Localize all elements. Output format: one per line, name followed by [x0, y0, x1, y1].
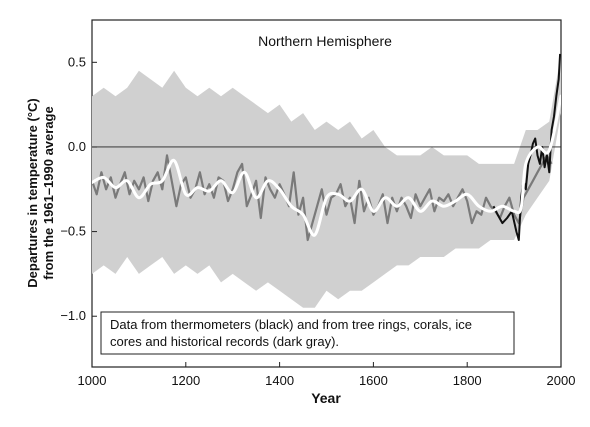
- annotation-line-1: Data from thermometers (black) and from …: [110, 317, 472, 332]
- x-axis-title: Year: [311, 390, 341, 406]
- annotation-line-2: cores and historical records (dark gray)…: [110, 334, 339, 349]
- x-tick-label: 1000: [78, 373, 107, 388]
- chart-title: Northern Hemisphere: [258, 33, 392, 49]
- smoothed-trend-line: [92, 94, 561, 237]
- y-tick-label: 0.5: [68, 54, 86, 69]
- x-tick-label: 1600: [359, 373, 388, 388]
- y-tick-label: 0.0: [68, 139, 86, 154]
- x-tick-label: 1200: [171, 373, 200, 388]
- y-axis-title-line-1: Departures in temperature (°C): [25, 98, 40, 287]
- x-tick-label: 1400: [265, 373, 294, 388]
- y-axis-title-line-2: from the 1961–1990 average: [41, 106, 56, 279]
- plot-area: [92, 53, 561, 308]
- x-tick-label: 1800: [453, 373, 482, 388]
- y-tick-label: −0.5: [60, 224, 86, 239]
- x-tick-label: 2000: [547, 373, 576, 388]
- y-axis: 0.5 0.0 −0.5 −1.0: [60, 54, 97, 323]
- annotation-frame: [100, 311, 515, 355]
- annotation-box: Data from thermometers (black) and from …: [100, 311, 515, 355]
- x-axis: 1000 1200 1400 1600 1800 2000: [78, 362, 576, 388]
- uncertainty-band: [92, 53, 561, 308]
- y-tick-label: −1.0: [60, 308, 86, 323]
